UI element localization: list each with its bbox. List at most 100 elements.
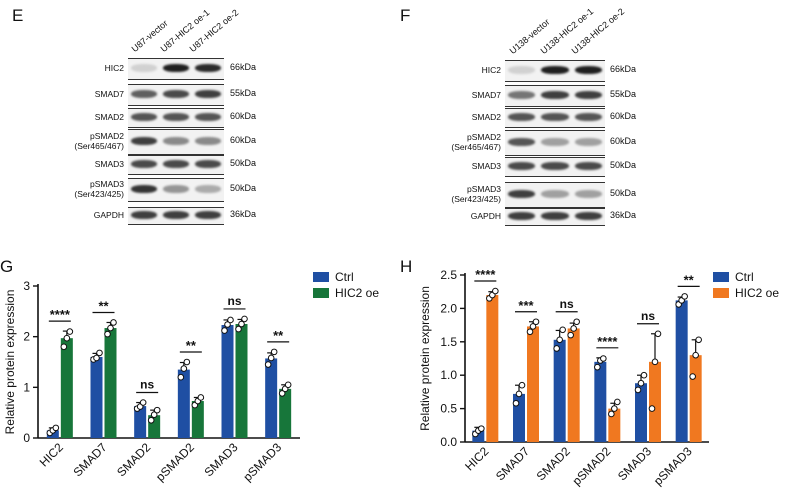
protein-label: HIC2 xyxy=(104,63,124,73)
data-point xyxy=(235,325,242,333)
y-tick-label: 0 xyxy=(23,431,30,445)
bar-hic2-oe xyxy=(567,328,580,442)
bar-ctrl xyxy=(594,361,607,442)
x-tick-label: SMAD3 xyxy=(615,444,654,483)
significance-label: ns xyxy=(560,297,574,311)
data-point xyxy=(93,354,100,362)
data-point xyxy=(651,358,659,366)
y-axis-title: Relative protein expression xyxy=(3,290,17,435)
protein-band xyxy=(195,211,221,219)
significance-label: **** xyxy=(597,334,618,349)
protein-band xyxy=(131,137,157,145)
protein-band xyxy=(574,190,602,198)
protein-label: SMAD2 xyxy=(471,112,501,122)
bar-ctrl xyxy=(472,430,485,442)
panel-letter: G xyxy=(0,257,13,276)
significance-label: ns xyxy=(641,309,655,323)
protein-band xyxy=(508,113,536,121)
protein-label: GAPDH xyxy=(470,211,501,221)
protein-band xyxy=(508,66,536,74)
protein-label: GAPDH xyxy=(93,210,124,220)
western-blot-panel-e: E U87-vector U87-HIC2 oe-1 U87-HIC2 oe-2 HIC… xyxy=(0,0,400,240)
protein-band xyxy=(574,138,602,146)
protein-band xyxy=(163,211,189,219)
legend-label: Ctrl xyxy=(735,270,754,284)
protein-label: SMAD3 xyxy=(94,159,124,169)
x-tick-label: pSMAD2 xyxy=(153,440,197,484)
protein-band xyxy=(131,185,157,193)
bar-ctrl xyxy=(177,369,190,438)
data-point xyxy=(197,394,205,401)
kda-label: 55kDa xyxy=(610,89,637,99)
panel-letter: H xyxy=(400,257,412,276)
panel-letter: F xyxy=(400,6,411,25)
y-tick-label: 2.0 xyxy=(440,301,457,315)
data-point xyxy=(278,390,286,397)
bar-hic2-oe xyxy=(104,328,117,438)
x-tick-label: SMAD2 xyxy=(114,440,153,479)
kda-label: 50kDa xyxy=(230,158,257,168)
data-point xyxy=(553,345,560,352)
significance-label: ** xyxy=(98,298,109,313)
data-point xyxy=(63,334,71,342)
data-point xyxy=(637,379,645,387)
significance-label: ** xyxy=(273,328,284,343)
protein-band xyxy=(574,162,602,170)
data-point xyxy=(107,324,114,332)
protein-band xyxy=(508,212,536,220)
protein-band xyxy=(541,212,569,220)
data-point xyxy=(492,287,499,295)
lane-label: U138-HIC2 oe-1 xyxy=(538,6,596,56)
y-tick-label: 2.5 xyxy=(440,268,457,282)
data-point xyxy=(689,373,696,380)
bar-ctrl xyxy=(553,339,566,442)
y-tick-label: 1 xyxy=(23,380,30,394)
legend-label: HIC2 oe xyxy=(335,286,379,300)
bar-ctrl xyxy=(675,300,688,442)
protein-label: SMAD7 xyxy=(94,89,124,99)
protein-label: HIC2 xyxy=(481,65,501,75)
x-tick-label: SMAD3 xyxy=(201,440,240,479)
data-point xyxy=(150,411,158,418)
bar-ctrl xyxy=(635,383,647,442)
data-point xyxy=(640,371,648,379)
significance-label: ** xyxy=(186,338,197,353)
kda-label: 50kDa xyxy=(230,183,257,193)
x-tick-label: pSMAD3 xyxy=(240,440,284,484)
x-tick-label: SMAD7 xyxy=(70,440,109,479)
protein-band xyxy=(541,91,569,99)
bar-hic2-oe xyxy=(527,326,539,442)
data-point xyxy=(654,330,662,338)
data-point xyxy=(478,425,485,432)
protein-band xyxy=(541,162,569,170)
x-tick-label: HIC2 xyxy=(37,440,66,469)
protein-band xyxy=(541,190,569,198)
data-point xyxy=(227,316,234,324)
kda-label: 50kDa xyxy=(610,188,637,198)
protein-band xyxy=(195,137,221,145)
y-tick-label: 2 xyxy=(23,330,30,344)
data-point xyxy=(614,398,621,406)
bar-hic2-oe xyxy=(486,295,499,442)
data-point xyxy=(594,363,601,371)
protein-band xyxy=(131,64,157,72)
bar-hic2-oe xyxy=(235,324,248,438)
data-point xyxy=(570,325,577,332)
bar-chart-h: H 0.0 0.5 1.0 1.5 2.0 2.5 Relative protein expr… xyxy=(400,257,779,488)
data-point xyxy=(600,355,607,362)
protein-band xyxy=(508,190,536,198)
western-blot-panel-f: F U138-vector U138-HIC2 oe-1 U138-HIC2 oe-2… xyxy=(400,0,800,240)
data-point xyxy=(147,416,155,424)
data-point xyxy=(515,390,523,398)
protein-band xyxy=(541,138,569,146)
data-point xyxy=(241,315,248,323)
significance-label: *** xyxy=(518,298,534,313)
bar-hic2-oe xyxy=(279,388,292,438)
bar-hic2-oe xyxy=(689,355,702,442)
x-tick-label: pSMAD2 xyxy=(570,444,614,488)
protein-band xyxy=(131,211,157,219)
protein-label: SMAD3 xyxy=(471,161,501,171)
protein-band xyxy=(574,212,602,220)
legend-label: Ctrl xyxy=(335,270,354,284)
